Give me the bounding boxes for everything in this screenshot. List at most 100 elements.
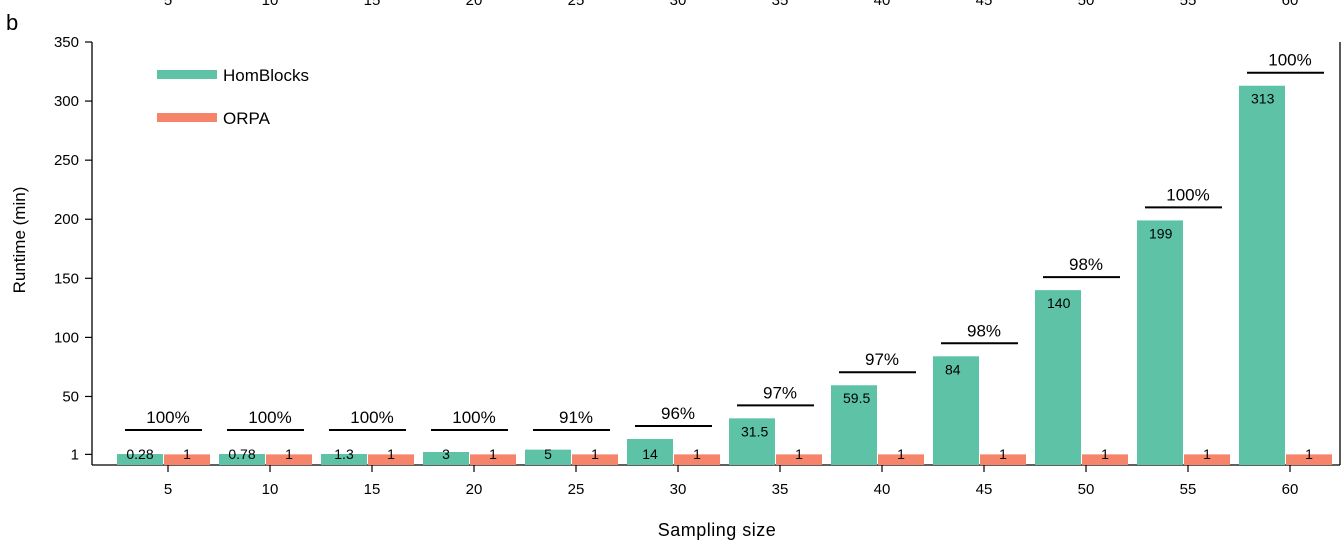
y-axis-title: Runtime (min) (10, 187, 29, 294)
bar-orpa (368, 454, 414, 465)
bar-value-label-orpa: 1 (591, 446, 599, 462)
legend-swatch-orpa (157, 113, 217, 122)
y-tick-label: 1 (71, 446, 79, 463)
bar-value-label-homblocks: 1.3 (334, 446, 354, 462)
x-tick-label: 60 (1282, 481, 1299, 498)
x-tick-label: 45 (976, 481, 993, 498)
cropped-top-tick-labels: 5 10 15 20 25 30 35 40 45 50 55 60 (164, 0, 1299, 9)
y-tick-label: 250 (54, 152, 79, 169)
bar-value-label-homblocks: 5 (544, 446, 552, 462)
percent-brackets: 100% 100% 100% 100% 91% 96% 97% 97% 98% 98% 100% 10… (125, 51, 1324, 431)
bar-homblocks (1239, 85, 1285, 465)
x-tick-label: 50 (1078, 481, 1095, 498)
bar-orpa (776, 454, 822, 465)
bar-homblocks (117, 454, 163, 465)
bar-value-label-homblocks: 0.28 (126, 446, 153, 462)
percent-label: 100% (1268, 51, 1311, 70)
cropped-tick-label: 45 (976, 0, 993, 9)
bar-value-label-homblocks: 140 (1047, 295, 1071, 311)
bar-value-label-orpa: 1 (999, 446, 1007, 462)
percent-label: 97% (763, 383, 797, 402)
x-axis: 5 10 15 20 25 30 35 40 45 50 55 60 (92, 464, 1340, 498)
x-tick-label: 10 (262, 481, 279, 498)
y-tick-label: 100 (54, 329, 79, 346)
legend: HomBlocks ORPA (157, 66, 309, 128)
x-tick-label: 55 (1180, 481, 1197, 498)
bar-value-label-homblocks: 199 (1149, 225, 1173, 241)
cropped-tick-label: 50 (1078, 0, 1095, 9)
bar-orpa (470, 454, 516, 465)
bar-value-label-homblocks: 84 (945, 361, 961, 377)
percent-label: 97% (865, 350, 899, 369)
percent-label: 100% (146, 408, 189, 427)
percent-label: 100% (1166, 185, 1209, 204)
cropped-tick-label: 55 (1180, 0, 1197, 9)
x-tick-label: 15 (364, 481, 381, 498)
bar-value-labels: 0.28 1 0.78 1 1.3 1 3 1 5 1 14 131.5159.51841140119… (126, 91, 1313, 462)
bar-value-label-orpa: 1 (897, 446, 905, 462)
cropped-tick-label: 20 (466, 0, 483, 9)
bar-value-label-orpa: 1 (489, 446, 497, 462)
y-tick-label: 200 (54, 211, 79, 228)
cropped-tick-label: 35 (772, 0, 789, 9)
percent-label: 98% (1069, 255, 1103, 274)
bar-homblocks (219, 454, 265, 465)
percent-label: 100% (248, 408, 291, 427)
bar-homblocks (423, 452, 469, 465)
bar-homblocks (525, 449, 571, 465)
percent-label: 96% (661, 404, 695, 423)
bar-orpa (1286, 454, 1332, 465)
y-tick-label: 150 (54, 270, 79, 287)
bar-orpa (164, 454, 210, 465)
panel-label: b (6, 10, 18, 35)
bar-orpa (266, 454, 312, 465)
x-tick-label: 25 (568, 481, 585, 498)
y-tick-label: 350 (54, 34, 79, 51)
bar-homblocks (627, 439, 673, 465)
bar-orpa (980, 454, 1026, 465)
bar-orpa (878, 454, 924, 465)
bar-orpa (1082, 454, 1128, 465)
bar-homblocks (729, 418, 775, 465)
bar-value-label-homblocks: 3 (442, 446, 450, 462)
bar-value-label-orpa: 1 (387, 446, 395, 462)
cropped-tick-label: 15 (364, 0, 381, 9)
cropped-tick-label: 10 (262, 0, 279, 9)
bar-value-label-homblocks: 14 (642, 446, 658, 462)
cropped-tick-label: 40 (874, 0, 891, 9)
bar-value-label-homblocks: 313 (1251, 91, 1275, 107)
bar-value-label-orpa: 1 (285, 446, 293, 462)
bar-orpa (572, 454, 618, 465)
bar-value-label-orpa: 1 (1101, 446, 1109, 462)
x-tick-label: 20 (466, 481, 483, 498)
bar-value-label-orpa: 1 (183, 446, 191, 462)
bar-value-label-orpa: 1 (795, 446, 803, 462)
bar-homblocks (1035, 290, 1081, 465)
bar-homblocks (321, 454, 367, 465)
bar-series (117, 85, 1332, 465)
x-tick-label: 30 (670, 481, 687, 498)
bar-homblocks (831, 385, 877, 465)
bar-homblocks (1137, 220, 1183, 465)
y-tick-label: 300 (54, 93, 79, 110)
cropped-tick-label: 25 (568, 0, 585, 9)
bar-value-label-orpa: 1 (1305, 446, 1313, 462)
percent-label: 91% (559, 408, 593, 427)
x-tick-label: 35 (772, 481, 789, 498)
x-axis-title: Sampling size (658, 520, 777, 540)
bar-value-label-homblocks: 31.5 (741, 423, 768, 439)
cropped-tick-label: 30 (670, 0, 687, 9)
bar-value-label-homblocks: 59.5 (843, 390, 870, 406)
bar-value-label-orpa: 1 (693, 446, 701, 462)
legend-swatch-homblocks (157, 70, 217, 79)
bar-orpa (674, 454, 720, 465)
legend-label-homblocks: HomBlocks (223, 66, 309, 85)
bar-value-label-homblocks: 0.78 (228, 446, 255, 462)
bar-orpa (1184, 454, 1230, 465)
bar-homblocks (933, 356, 979, 465)
bar-value-label-orpa: 1 (1203, 446, 1211, 462)
legend-label-orpa: ORPA (223, 109, 271, 128)
y-tick-label: 50 (62, 388, 79, 405)
